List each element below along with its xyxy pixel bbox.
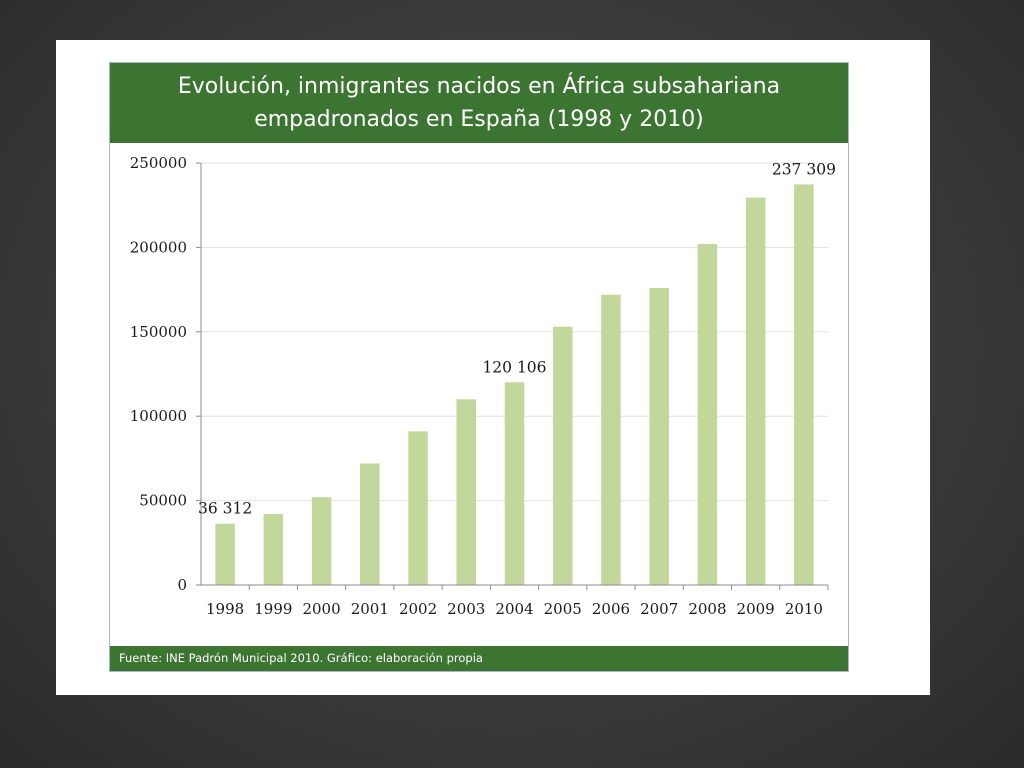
bar-2003: [456, 399, 477, 585]
data-label: 237 309: [772, 160, 836, 178]
bar-1999: [263, 514, 284, 585]
bar-1998: [215, 523, 235, 585]
x-tick-label: 2000: [302, 600, 340, 618]
data-label: 36 312: [198, 500, 252, 518]
y-tick-label: 100000: [130, 407, 187, 425]
bar-2000: [311, 497, 332, 585]
x-tick-label: 2006: [592, 600, 630, 618]
title-band: Evolución, inmigrantes nacidos en África…: [110, 63, 848, 143]
bar-2010: [794, 184, 814, 585]
bar-chart: 0 50000 100000 150000 200000 250000 1998 1999 20…: [130, 154, 836, 618]
y-tick-label: 0: [177, 576, 187, 594]
bars: [215, 184, 814, 586]
x-tick-label: 2007: [640, 600, 678, 618]
y-tick-label: 50000: [139, 492, 187, 510]
bar-2009: [745, 197, 766, 585]
y-tick-label: 150000: [130, 323, 187, 341]
bar-2001: [360, 463, 380, 585]
axes: 0 50000 100000 150000 200000 250000 1998 1999 20…: [130, 154, 829, 618]
y-tick-label: 250000: [130, 154, 187, 172]
chart-title: Evolución, inmigrantes nacidos en África…: [177, 74, 781, 132]
x-tick-label: 2009: [737, 600, 775, 618]
data-label: 120 106: [482, 358, 546, 376]
bar-2006: [601, 294, 621, 585]
bar-2008: [697, 244, 718, 586]
x-tick-label: 1998: [206, 600, 244, 618]
x-tick-label: 2004: [495, 600, 533, 618]
x-tick-label: 2008: [688, 600, 726, 618]
x-tick-label: 2010: [785, 600, 823, 618]
x-tick-label: 1999: [254, 600, 292, 618]
grid-lines: [201, 162, 828, 502]
source-footer: Fuente: INE Padrón Municipal 2010. Gráfi…: [110, 646, 848, 671]
bar-2004: [504, 382, 525, 585]
bar-2005: [552, 326, 573, 585]
x-tick-label: 2002: [399, 600, 437, 618]
x-tick-label: 2005: [544, 600, 582, 618]
labels: 36 312 120 106 237 309: [198, 160, 836, 517]
bar-2002: [408, 431, 428, 585]
chart-frame: Evolución, inmigrantes nacidos en África…: [109, 62, 849, 672]
x-tick-label: 2001: [351, 600, 389, 618]
slide-panel: Evolución, inmigrantes nacidos en África…: [56, 40, 930, 695]
x-tick-label: 2003: [447, 600, 485, 618]
bar-2007: [649, 287, 669, 585]
y-tick-label: 200000: [130, 238, 187, 256]
